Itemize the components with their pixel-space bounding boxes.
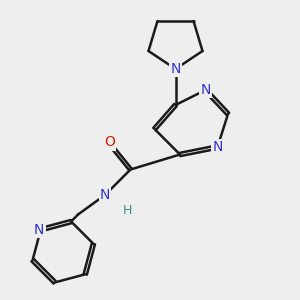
Text: N: N: [212, 140, 223, 154]
Text: N: N: [170, 62, 181, 76]
Text: N: N: [200, 83, 211, 97]
Text: N: N: [100, 188, 110, 202]
Text: O: O: [104, 136, 115, 149]
Text: H: H: [123, 203, 132, 217]
Text: N: N: [34, 223, 44, 237]
